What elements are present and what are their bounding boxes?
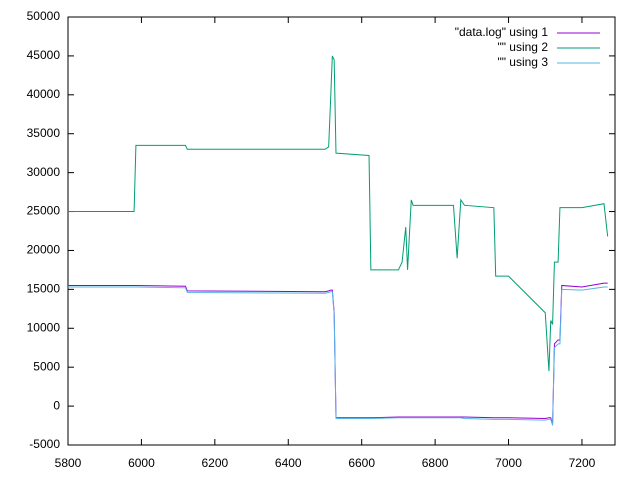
x-tick-label: 5800 — [55, 456, 82, 470]
data-line — [68, 282, 608, 425]
y-tick-label: 40000 — [27, 87, 61, 101]
data-line — [68, 55, 609, 372]
x-tick-label: 6200 — [201, 456, 228, 470]
y-tick-label: 15000 — [27, 282, 61, 296]
plot-border — [67, 16, 616, 446]
x-tick-label: 6800 — [422, 456, 449, 470]
y-tick-label: 5000 — [33, 359, 60, 373]
x-tick-label: 7200 — [569, 456, 596, 470]
x-tick-label: 6000 — [128, 456, 155, 470]
x-tick-label: 7000 — [495, 456, 522, 470]
x-tick-label: 6400 — [275, 456, 302, 470]
data-line — [68, 286, 608, 426]
legend-label: "data.log" using 1 — [455, 25, 549, 39]
y-tick-label: 50000 — [27, 9, 61, 23]
y-tick-label: 30000 — [27, 165, 61, 179]
y-tick-label: 0 — [53, 398, 60, 412]
y-tick-label: 10000 — [27, 320, 61, 334]
y-tick-label: -5000 — [29, 437, 60, 451]
legend-label: "" using 3 — [497, 55, 548, 69]
y-tick-label: 25000 — [27, 204, 61, 218]
y-tick-label: 35000 — [27, 126, 61, 140]
y-tick-label: 45000 — [27, 48, 61, 62]
legend-label: "" using 2 — [497, 40, 548, 54]
x-tick-label: 6600 — [348, 456, 375, 470]
y-tick-label: 20000 — [27, 243, 61, 257]
